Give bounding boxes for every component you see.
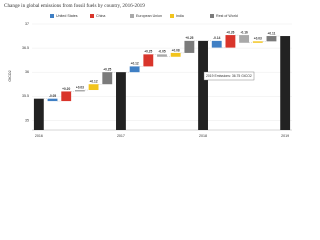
- value-label: +0.25: [185, 36, 193, 40]
- x-tick-label: 2018: [199, 134, 207, 138]
- value-label: +0.11: [268, 31, 276, 35]
- step-bar: [74, 90, 85, 92]
- y-tick-label: 35.5: [22, 94, 29, 98]
- legend-label: Rest of World: [216, 14, 238, 18]
- x-tick-label: 2017: [117, 134, 125, 138]
- value-label: -0.05: [49, 94, 56, 98]
- chart: Change in global emissions from fossil f…: [4, 2, 292, 138]
- value-label: +0.25: [103, 68, 111, 72]
- step-bar: [225, 35, 236, 48]
- legend-label: United States: [56, 14, 78, 18]
- step-bar: [157, 54, 167, 57]
- step-bar: [252, 41, 263, 43]
- x-tick-label: 2016: [35, 134, 43, 138]
- tooltip-text: 2019 Emissions: 36.75 GtCO2: [206, 74, 252, 78]
- step-bar: [239, 35, 250, 43]
- value-label: -0.16: [240, 30, 247, 34]
- legend-label: China: [96, 14, 105, 18]
- value-label: +0.03: [254, 37, 262, 41]
- legend-label: European Union: [136, 14, 162, 18]
- step-bar: [170, 52, 181, 57]
- total-bar: [280, 36, 291, 130]
- total-bar: [198, 40, 208, 131]
- x-tick-label: 2019: [281, 134, 289, 138]
- total-bar: [33, 98, 44, 130]
- value-label: +0.26: [226, 30, 234, 34]
- legend-swatch: [90, 14, 94, 18]
- value-label: -0.14: [213, 36, 220, 40]
- step-bar: [266, 36, 277, 42]
- value-label: +0.12: [90, 80, 98, 84]
- step-bar: [61, 91, 72, 102]
- plot-area: 35 35.5 36 36.5 37 2016 -0.05 +0.20 +0.03 +0.12 +0…: [22, 22, 292, 138]
- value-label: -0.05: [158, 50, 165, 54]
- y-tick-label: 36.5: [22, 46, 29, 50]
- step-bar: [184, 40, 195, 53]
- legend-swatch: [50, 14, 54, 18]
- chart-title: Change in global emissions from fossil f…: [4, 2, 145, 9]
- value-label: +0.03: [76, 85, 84, 89]
- total-bar: [116, 72, 126, 130]
- step-bar: [129, 66, 140, 73]
- y-tick-label: 35: [25, 118, 29, 122]
- step-bar: [143, 54, 154, 67]
- step-bar: [88, 84, 99, 91]
- value-label: +0.12: [131, 62, 139, 66]
- value-label: +0.20: [62, 87, 70, 91]
- legend-swatch: [210, 14, 214, 18]
- step-bar: [211, 40, 222, 48]
- step-bar: [47, 98, 58, 102]
- tooltip-box: [203, 71, 255, 81]
- step-bar: [102, 72, 113, 85]
- legend-swatch: [170, 14, 174, 18]
- legend-swatch: [130, 14, 134, 18]
- legend-label: India: [176, 14, 184, 18]
- value-label: +0.08: [172, 48, 180, 52]
- y-tick-label: 36: [25, 70, 29, 74]
- y-axis-title: GtCO2: [8, 70, 12, 81]
- value-label: +0.25: [144, 50, 152, 54]
- y-tick-label: 37: [25, 22, 29, 26]
- tooltip: 2019 Emissions: 36.75 GtCO2: [203, 71, 255, 81]
